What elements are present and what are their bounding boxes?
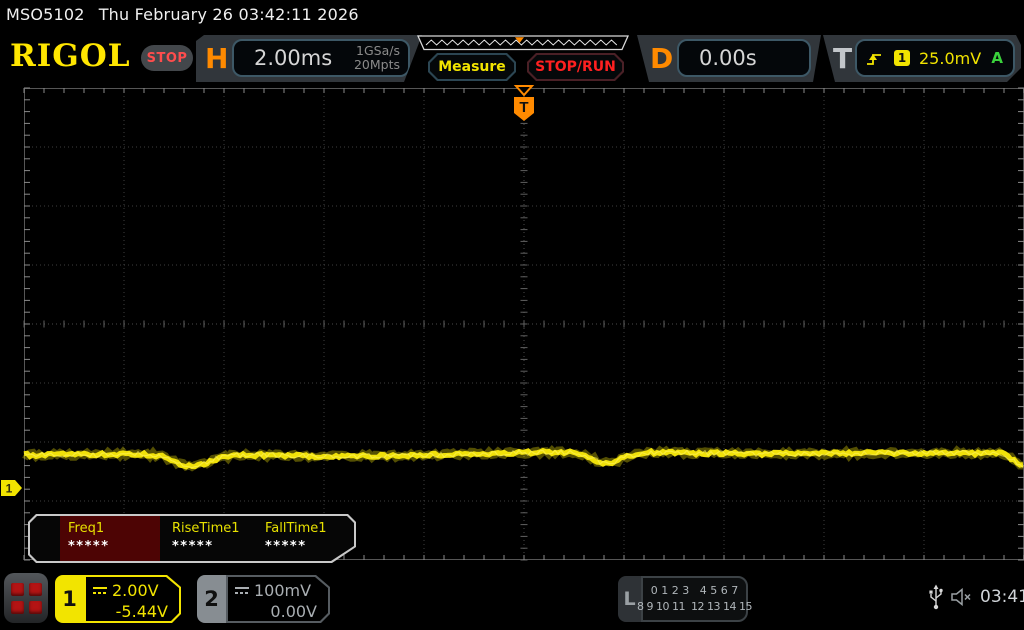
- measurement-falltime1-value: *****: [265, 539, 307, 554]
- acquisition-status-badge: STOP: [141, 45, 193, 71]
- measurement-risetime1-name: RiseTime1: [172, 521, 240, 536]
- measurement-risetime1[interactable]: RiseTime1 *****: [164, 516, 257, 561]
- measurement-freq1[interactable]: Freq1 *****: [60, 516, 160, 561]
- measurement-freq1-value: *****: [68, 539, 110, 554]
- channel1-scale: 2.00V: [112, 581, 159, 600]
- channel1-waveform-trace: [22, 445, 1024, 472]
- trigger-label: T: [833, 42, 853, 75]
- waveform-display[interactable]: T1: [0, 84, 1024, 566]
- svg-text:T: T: [519, 99, 528, 116]
- timebase-box[interactable]: 2.00ms 1GSa/s 20Mpts: [232, 39, 410, 77]
- delay-settings-tab[interactable]: D 0.00s: [637, 35, 821, 82]
- channel2-status-box[interactable]: 100mV 0.00V: [226, 575, 330, 623]
- delay-value: 0.00s: [699, 46, 757, 70]
- sample-rate-memory: 1GSa/s 20Mpts: [354, 44, 400, 72]
- horizontal-label: H: [205, 42, 229, 75]
- channel1-tab[interactable]: 1: [55, 575, 84, 623]
- measurement-risetime1-value: *****: [172, 539, 214, 554]
- sample-rate-value: 1GSa/s: [356, 43, 400, 58]
- trigger-position-marker[interactable]: T: [513, 85, 535, 121]
- channel1-offset-marker[interactable]: 1: [1, 480, 22, 496]
- speaker-muted-icon: [951, 588, 971, 606]
- timebase-value: 2.00ms: [254, 46, 333, 70]
- trigger-settings-tab[interactable]: T 1 25.0mV A: [823, 35, 1021, 82]
- memory-trigger-position-icon: [515, 37, 524, 43]
- acquisition-status-label: STOP: [146, 50, 188, 66]
- trigger-box[interactable]: 1 25.0mV A: [855, 39, 1015, 77]
- delay-label: D: [650, 42, 674, 75]
- channel2-tab[interactable]: 2: [197, 575, 226, 623]
- logic-channels-tab[interactable]: L: [618, 576, 641, 622]
- graticule: [23, 87, 1024, 561]
- memory-position-bar: [412, 35, 634, 51]
- measurement-results-panel[interactable]: Freq1 ***** RiseTime1 ***** FallTime1 **…: [28, 514, 356, 563]
- logic-channels-row1: 0 1 2 3 4 5 6 7: [650, 584, 739, 598]
- channel1-status-box[interactable]: 2.00V -5.44V: [84, 575, 181, 623]
- system-info-bar: MSO5102 Thu February 26 03:42:11 2026: [6, 5, 359, 24]
- logic-channels-row2: 8 9 10 11 12 13 14 15: [637, 600, 752, 613]
- measurement-freq1-name: Freq1: [68, 521, 105, 536]
- measure-button-label: Measure: [438, 59, 506, 75]
- trigger-source-badge: 1: [894, 50, 910, 66]
- horizontal-settings-tab[interactable]: H 2.00ms 1GSa/s 20Mpts: [196, 35, 422, 82]
- measurement-falltime1-name: FallTime1: [265, 521, 327, 536]
- svg-text:1: 1: [6, 482, 13, 496]
- status-bar: 1 2.00V -5.44V 2 100mV 0.00V: [0, 570, 1024, 630]
- trigger-level-value: 25.0mV: [919, 48, 982, 68]
- dc-coupling-icon: [234, 586, 250, 595]
- logic-channels-box[interactable]: 0 1 2 3 4 5 6 7 8 9 10 11 12 13 14 15: [637, 576, 752, 622]
- usb-icon: [929, 584, 943, 610]
- memory-position-graphic: [416, 35, 630, 51]
- channel1-offset: -5.44V: [115, 602, 168, 621]
- model-name: MSO5102: [6, 5, 85, 24]
- delay-box[interactable]: 0.00s: [677, 39, 811, 77]
- menu-grid-icon: [10, 582, 42, 614]
- rising-edge-trigger-icon: [865, 50, 884, 67]
- measurement-falltime1[interactable]: FallTime1 *****: [257, 516, 339, 561]
- rigol-logo: RIGOL: [10, 38, 131, 74]
- menu-grid-button[interactable]: [4, 573, 48, 623]
- channel2-offset: 0.00V: [270, 602, 317, 621]
- memory-depth-value: 20Mpts: [353, 57, 400, 72]
- clock-text: 03:41: [980, 587, 1024, 607]
- dc-coupling-icon: [92, 586, 108, 595]
- channel2-scale: 100mV: [254, 581, 312, 600]
- datetime-text: Thu February 26 03:42:11 2026: [98, 5, 359, 24]
- stop-run-button[interactable]: STOP/RUN: [527, 53, 624, 81]
- measure-button[interactable]: Measure: [428, 53, 516, 81]
- stop-run-button-label: STOP/RUN: [535, 59, 616, 75]
- trigger-sweep-mode: A: [991, 49, 1003, 67]
